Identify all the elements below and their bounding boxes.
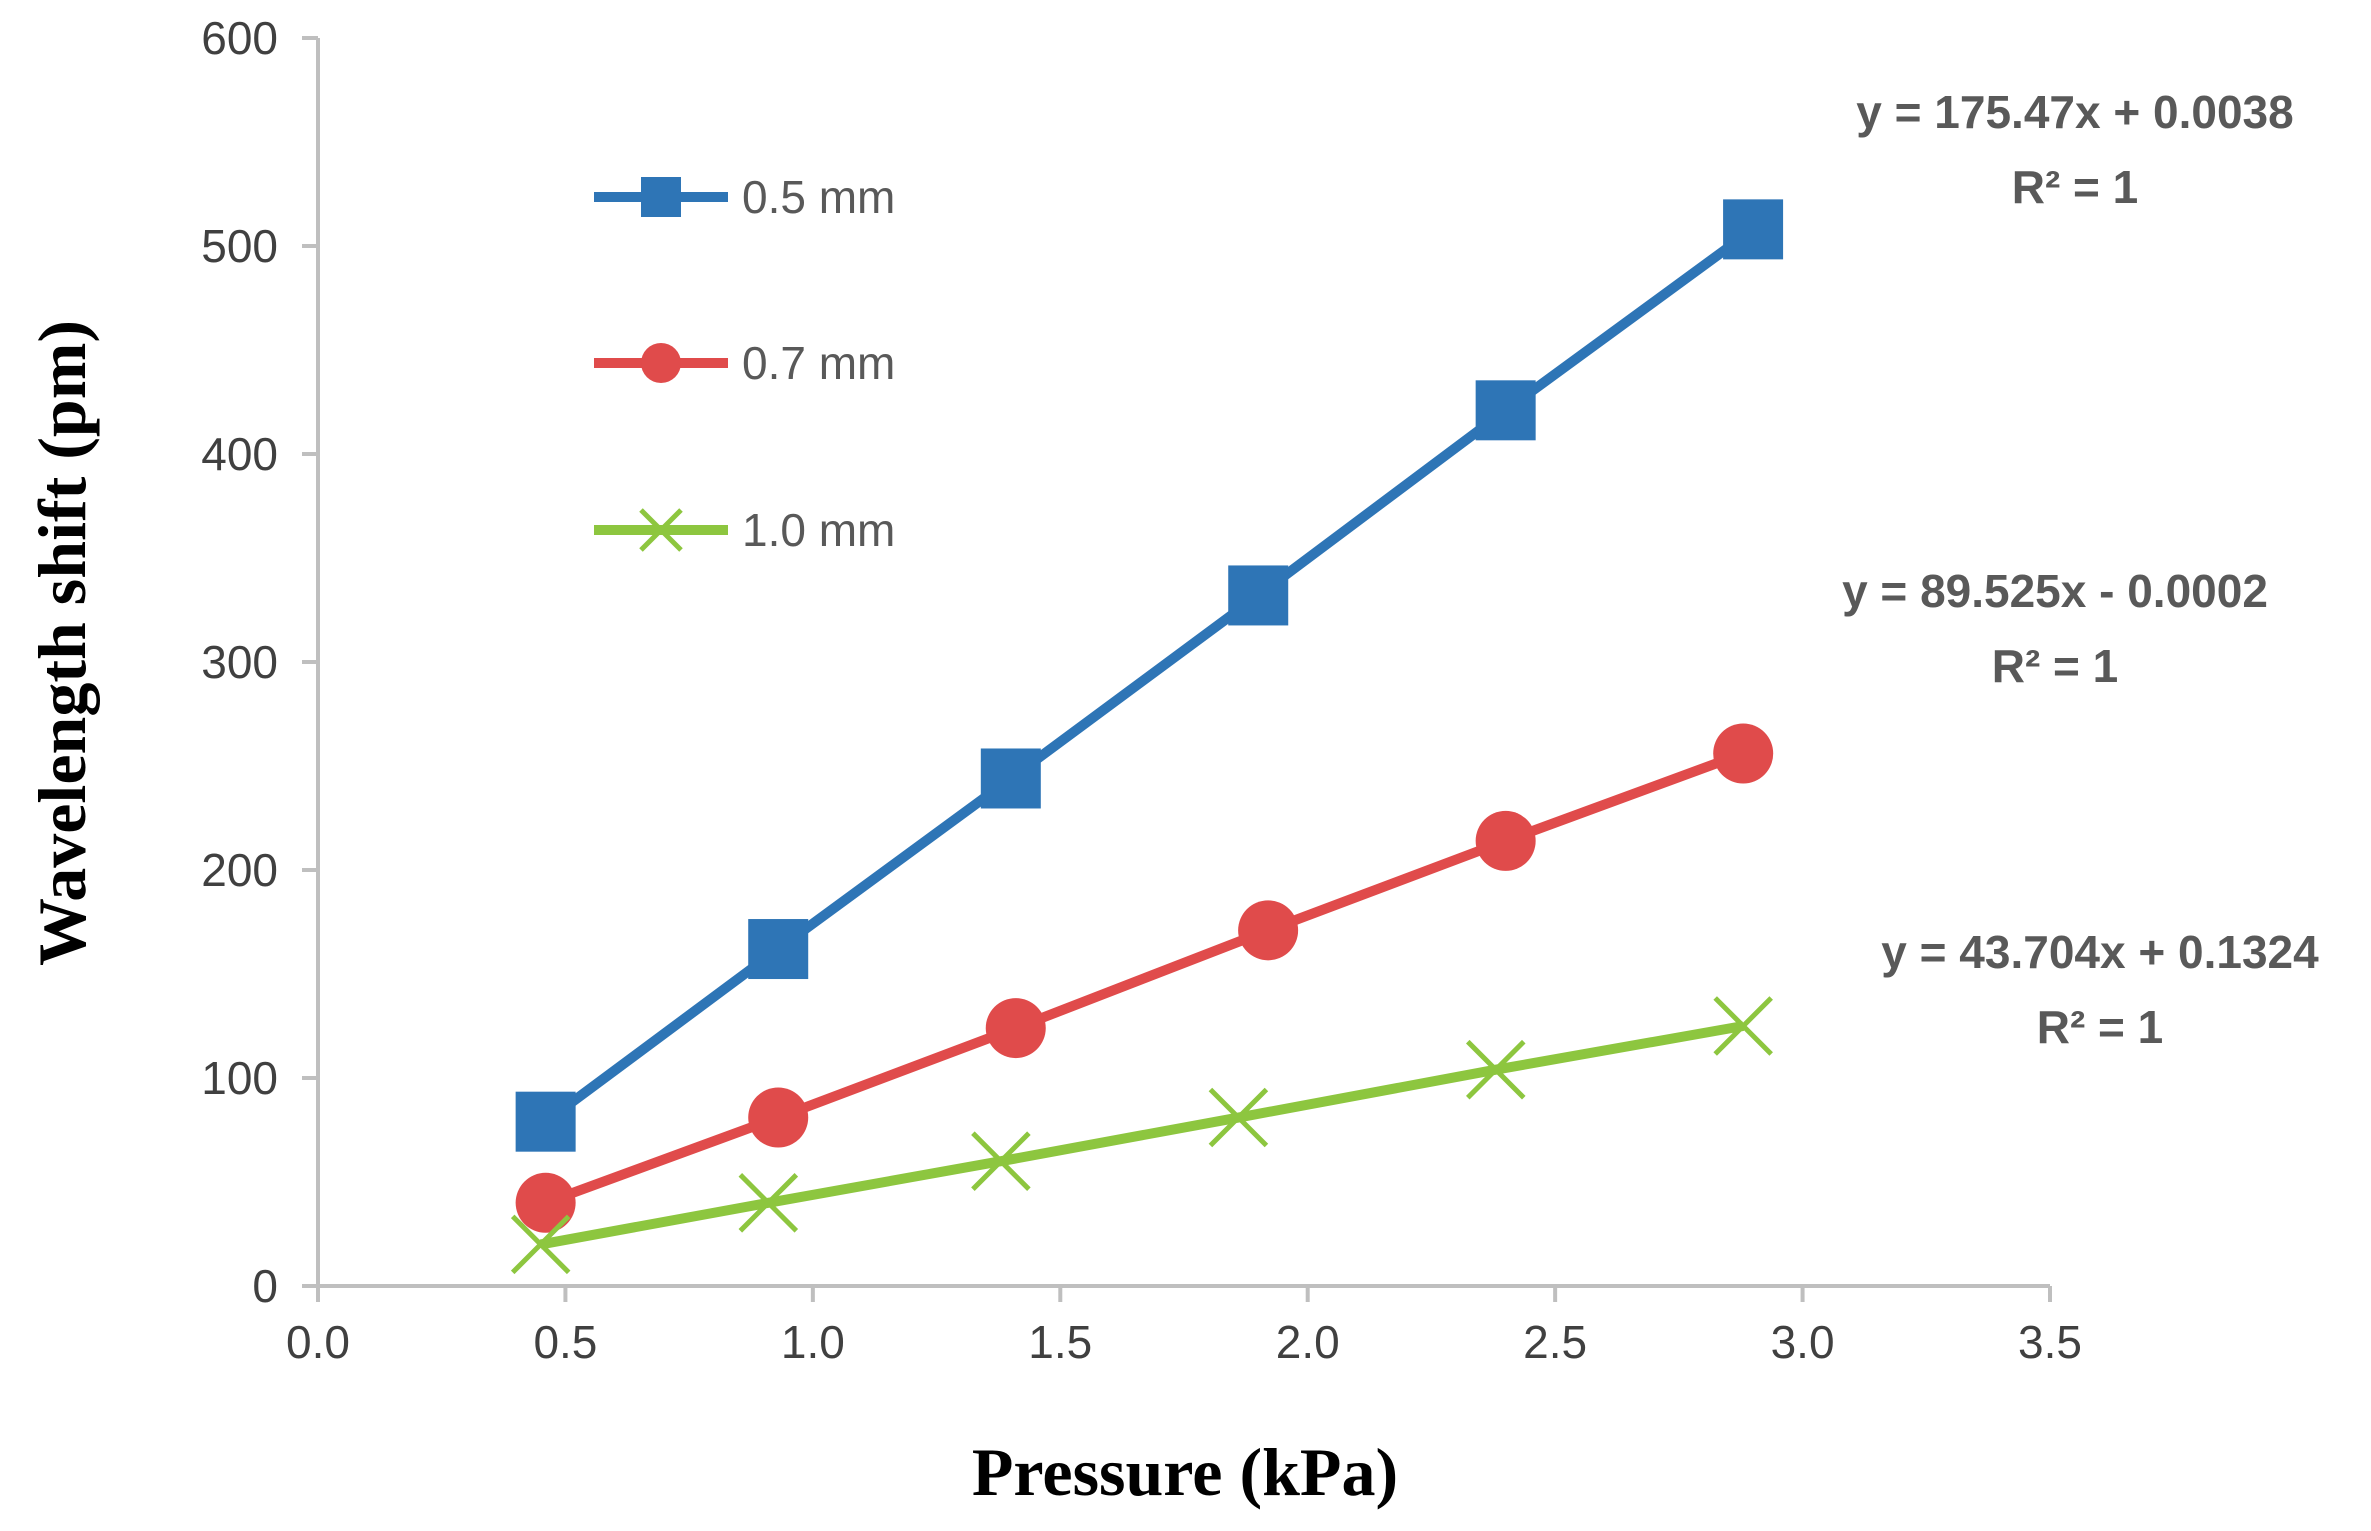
series-2-point-1 xyxy=(738,1173,799,1233)
series-0 xyxy=(515,199,1784,1152)
y-tick-label-0: 0 xyxy=(252,1260,278,1312)
series-1-point-3 xyxy=(1238,900,1299,961)
series-2-point-2-stroke-b xyxy=(971,1131,1031,1191)
series-0-point-1 xyxy=(748,919,809,980)
series-2-point-0 xyxy=(510,1214,571,1275)
trendline-r2-0: R² = 1 xyxy=(2012,161,2139,213)
legend-item-0: 0.5 mm xyxy=(594,171,895,223)
legend-label-0: 0.5 mm xyxy=(742,171,895,223)
y-tick-label-2: 200 xyxy=(201,844,278,896)
series-0-point-4 xyxy=(1475,380,1536,441)
series-0-point-5 xyxy=(1723,199,1784,260)
trendline-equation-2: y = 43.704x + 0.1324 xyxy=(1881,926,2319,978)
y-tick-label-4: 400 xyxy=(201,428,278,480)
series-2-point-3-stroke-b xyxy=(1208,1087,1269,1148)
x-tick-label-5: 2.5 xyxy=(1523,1316,1587,1368)
legend-marker-2-stroke-b xyxy=(639,508,683,552)
series-2-point-0-stroke-b xyxy=(510,1214,571,1275)
series-2 xyxy=(510,996,1773,1275)
x-tick-label-6: 3.0 xyxy=(1771,1316,1835,1368)
legend-marker-1 xyxy=(641,343,681,383)
legend-marker-2 xyxy=(639,508,683,552)
x-tick-label-0: 0.0 xyxy=(286,1316,350,1368)
legend-item-2: 1.0 mm xyxy=(594,504,895,556)
legend-marker-0 xyxy=(641,177,681,217)
x-axis-title: Pressure (kPa) xyxy=(972,1434,1398,1510)
trendline-equation-1: y = 89.525x - 0.0002 xyxy=(1842,565,2268,617)
legend-item-1: 0.7 mm xyxy=(594,337,895,389)
series-2-point-5 xyxy=(1713,996,1773,1056)
series-layer xyxy=(510,199,1784,1275)
series-1-point-2 xyxy=(985,998,1046,1059)
axes: 0 100 200 300 400 500 600 0.0 0.5 1.0 1.5 2.0 2.5 3.0… xyxy=(201,12,2082,1368)
y-tick-label-6: 600 xyxy=(201,12,278,64)
x-tick-label-4: 2.0 xyxy=(1276,1316,1340,1368)
series-2-point-3 xyxy=(1208,1087,1269,1148)
series-1-point-5 xyxy=(1713,723,1774,784)
series-0-point-0 xyxy=(515,1091,576,1152)
series-1 xyxy=(515,723,1774,1233)
series-0-line xyxy=(542,225,1757,1126)
y-tick-label-5: 500 xyxy=(201,220,278,272)
series-2-point-4 xyxy=(1465,1039,1526,1100)
series-1-point-4 xyxy=(1475,810,1536,871)
trendline-label-0: y = 175.47x + 0.0038 R² = 1 xyxy=(1856,86,2293,213)
x-tick-label-1: 0.5 xyxy=(533,1316,597,1368)
legend: 0.5 mm 0.7 mm 1.0 mm xyxy=(594,171,895,556)
trendline-label-1: y = 89.525x - 0.0002 R² = 1 xyxy=(1842,565,2268,692)
series-1-point-1 xyxy=(748,1087,809,1148)
series-2-point-5-stroke-b xyxy=(1713,996,1773,1056)
y-tick-label-1: 100 xyxy=(201,1052,278,1104)
trendline-label-2: y = 43.704x + 0.1324 R² = 1 xyxy=(1881,926,2319,1053)
series-2-point-1-stroke-b xyxy=(738,1173,799,1233)
series-1-point-0 xyxy=(515,1172,576,1233)
legend-label-1: 0.7 mm xyxy=(742,337,895,389)
series-2-point-4-stroke-b xyxy=(1465,1039,1526,1100)
x-tick-label-2: 1.0 xyxy=(781,1316,845,1368)
series-2-line xyxy=(539,1021,1745,1250)
x-tick-label-7: 3.5 xyxy=(2018,1316,2082,1368)
legend-label-2: 1.0 mm xyxy=(742,504,895,556)
y-tick-label-3: 300 xyxy=(201,636,278,688)
series-2-point-2 xyxy=(971,1131,1031,1191)
series-0-point-2 xyxy=(980,748,1041,809)
trendline-r2-2: R² = 1 xyxy=(2037,1001,2164,1053)
trendline-equation-0: y = 175.47x + 0.0038 xyxy=(1856,86,2293,138)
y-axis-title: Wavelength shift (pm) xyxy=(24,320,100,966)
series-0-point-3 xyxy=(1228,565,1289,626)
trendline-r2-1: R² = 1 xyxy=(1992,640,2119,692)
x-tick-label-3: 1.5 xyxy=(1028,1316,1092,1368)
series-1-line xyxy=(543,748,1745,1208)
